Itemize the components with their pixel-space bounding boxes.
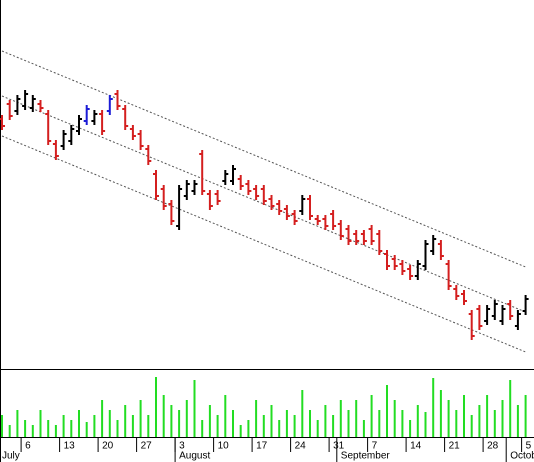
volume-bar: [155, 377, 157, 437]
volume-bar: [301, 390, 304, 437]
volume-bar: [362, 420, 365, 437]
volume-bar: [116, 420, 119, 437]
volume-bar: [439, 390, 442, 437]
volume-bar: [339, 400, 342, 437]
volume-bar: [139, 400, 142, 437]
month-label: August: [179, 451, 210, 462]
volume-bar: [1, 415, 3, 437]
channel-line: [1, 95, 526, 313]
volume-bar: [524, 395, 527, 437]
x-tick-label: 21: [449, 441, 461, 452]
x-tick-label: 20: [102, 441, 114, 452]
channel-line: [1, 135, 526, 353]
volume-bar: [332, 415, 335, 437]
volume-bar: [201, 420, 204, 437]
volume-bar: [224, 395, 227, 437]
volume-bar: [232, 410, 234, 437]
month-label: July: [2, 451, 20, 462]
volume-bar: [309, 410, 311, 437]
x-tick-label: 17: [256, 441, 268, 452]
x-tick-label: 28: [487, 441, 499, 452]
volume-bar: [47, 420, 50, 437]
volume-bar: [355, 400, 358, 437]
x-tick-label: 13: [64, 441, 76, 452]
volume-bar: [178, 410, 181, 437]
volume-bar: [216, 415, 219, 437]
volume-bar: [409, 420, 412, 437]
volume-bar: [131, 415, 134, 437]
volume-bar: [255, 400, 258, 437]
volume-bar: [85, 422, 88, 437]
volume-bar: [108, 410, 111, 437]
volume-bar: [509, 380, 512, 437]
volume-bar: [239, 425, 242, 437]
volume-bar: [278, 420, 281, 437]
volume-bar: [124, 405, 127, 437]
volume-bar: [78, 410, 80, 437]
volume-bar: [54, 425, 57, 437]
volume-bar: [470, 415, 473, 437]
volume-bar: [24, 420, 27, 437]
volume-bar: [324, 405, 327, 437]
x-tick-label: 5: [526, 441, 532, 452]
month-label: October: [510, 451, 534, 462]
volume-bar: [70, 420, 73, 437]
x-tick-label: 24: [295, 441, 307, 452]
x-tick-label: 7: [372, 441, 378, 452]
volume-bar: [101, 400, 104, 437]
x-tick-label: 10: [218, 441, 230, 452]
month-label: September: [341, 451, 391, 462]
volume-bar: [447, 400, 450, 437]
volume-bar: [424, 412, 427, 437]
volume-bar: [501, 400, 504, 437]
volume-bar: [262, 415, 265, 437]
x-tick-label: 31: [333, 441, 345, 452]
volume-bar: [93, 415, 96, 437]
x-tick-label: 6: [25, 441, 31, 452]
volume-bar: [270, 405, 273, 437]
volume-bar: [455, 410, 458, 437]
channel-line: [1, 50, 526, 268]
x-tick-label: 3: [179, 441, 185, 452]
volume-bar: [516, 405, 519, 437]
volume-bar: [386, 385, 388, 437]
volume-bar: [285, 410, 288, 437]
volume-bar: [147, 415, 150, 437]
volume-bar: [378, 410, 381, 437]
volume-bar: [293, 415, 296, 437]
volume-bar: [432, 378, 435, 437]
volume-bar: [463, 395, 465, 437]
x-tick-label: 27: [141, 441, 153, 452]
volume-bar: [208, 405, 211, 437]
volume-bar: [493, 410, 496, 437]
volume-bar: [247, 420, 250, 437]
volume-bar: [193, 380, 196, 437]
volume-bar: [170, 405, 173, 437]
volume-bar: [16, 410, 19, 437]
volume-bar: [62, 415, 65, 437]
volume-bar: [416, 405, 419, 437]
volume-bar: [486, 395, 489, 437]
volume-bar: [162, 395, 165, 437]
volume-bar: [347, 410, 350, 437]
volume-bar: [39, 410, 42, 437]
x-tick-label: 14: [410, 441, 422, 452]
volume-bar: [185, 400, 188, 437]
volume-bar: [8, 425, 11, 437]
volume-bar: [393, 400, 396, 437]
volume-bar: [316, 420, 319, 437]
volume-bar: [401, 410, 404, 437]
volume-bar: [370, 395, 373, 437]
volume-bar: [31, 425, 34, 437]
volume-bar: [478, 405, 481, 437]
